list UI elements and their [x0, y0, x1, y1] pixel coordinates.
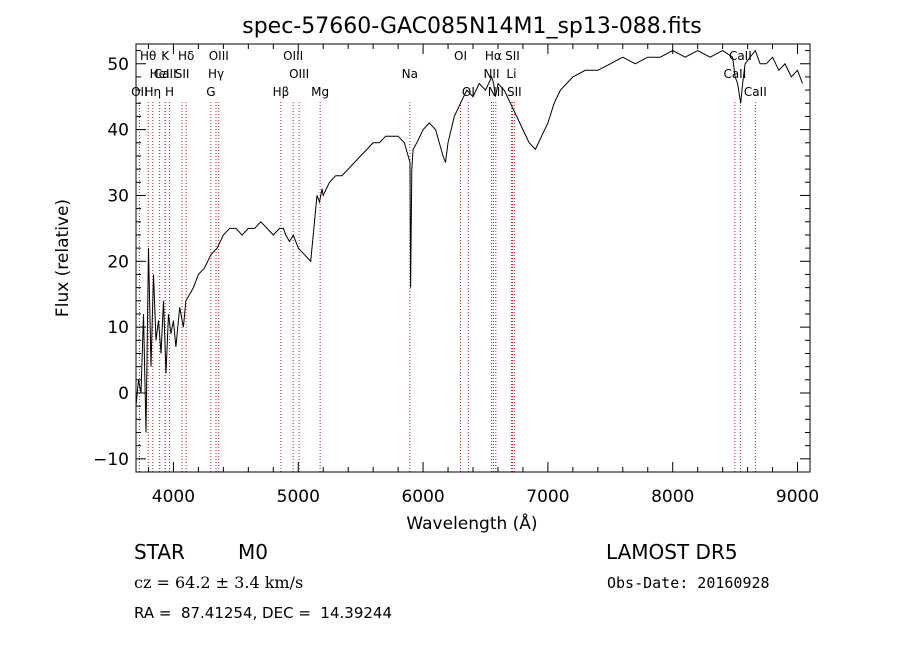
line-marker-label: OI	[454, 49, 467, 63]
spectrum-line	[135, 49, 803, 433]
x-tick-label: 9000	[776, 487, 819, 507]
line-marker-label: K	[161, 49, 170, 63]
y-axis-ticks: −10 0 10 20 30 40 50	[93, 50, 810, 473]
line-marker-label: Li	[506, 67, 516, 81]
line-marker-label: Na	[402, 67, 418, 81]
line-marker-label: NII	[483, 67, 499, 81]
line-markers: CaIIHθOIIHηHeIKHSIIHδGHγOIIIHβOIIIOIIIMg…	[131, 49, 767, 472]
y-tick-label: 40	[107, 121, 129, 141]
line-marker-label: CaII	[154, 67, 177, 81]
line-marker-label: HeI	[150, 67, 170, 81]
coordinates: RA = 87.41254, DEC = 14.39244	[134, 604, 393, 622]
observation-date: Obs-Date: 20160928	[607, 574, 770, 592]
line-marker-label: Hη	[145, 85, 162, 99]
line-marker-label: NII	[488, 85, 504, 99]
line-marker-label: OII	[131, 85, 148, 99]
x-tick-label: 8000	[651, 487, 694, 507]
x-axis-ticks: 4000 5000 6000 7000 8000 9000	[147, 44, 819, 507]
line-marker-label: SII	[175, 67, 190, 81]
y-tick-label: 30	[107, 186, 129, 206]
x-tick-label: 4000	[152, 487, 195, 507]
x-tick-label: 6000	[401, 487, 444, 507]
y-tick-label: 10	[107, 318, 129, 338]
x-tick-label: 7000	[526, 487, 569, 507]
line-marker-label: CaII	[729, 49, 752, 63]
y-axis-label: Flux (relative)	[53, 199, 73, 317]
line-marker-label: Hθ	[140, 49, 156, 63]
line-marker-label: G	[206, 85, 215, 99]
chart-title: spec-57660-GAC085N14M1_sp13-088.fits	[242, 14, 702, 39]
line-marker-label: Hγ	[208, 67, 224, 81]
line-marker-label: Hδ	[178, 49, 194, 63]
line-marker-label: OIII	[289, 67, 309, 81]
line-marker-label: OIII	[209, 49, 229, 63]
line-marker-label: Hα	[485, 49, 502, 63]
redshift-velocity: cz = 64.2 ± 3.4 km/s	[134, 573, 304, 592]
object-subclass: M0	[238, 540, 268, 564]
object-class: STAR	[134, 540, 185, 564]
line-marker-label: Hβ	[273, 85, 290, 99]
line-marker-label: OIII	[283, 49, 303, 63]
line-marker-label: SII	[505, 49, 520, 63]
line-marker-label: CaII	[744, 85, 767, 99]
line-marker-label: Mg	[311, 85, 329, 99]
line-marker-label: H	[165, 85, 174, 99]
x-tick-label: 5000	[277, 487, 320, 507]
y-tick-label: 0	[118, 384, 129, 404]
y-tick-label: 20	[107, 252, 129, 272]
y-tick-label: 50	[107, 55, 129, 75]
line-marker-label: SII	[507, 85, 522, 99]
y-tick-label: −10	[93, 450, 129, 470]
survey-name: LAMOST DR5	[606, 540, 738, 564]
x-axis-label: Wavelength (Å)	[406, 512, 537, 534]
plot-frame	[135, 43, 811, 473]
